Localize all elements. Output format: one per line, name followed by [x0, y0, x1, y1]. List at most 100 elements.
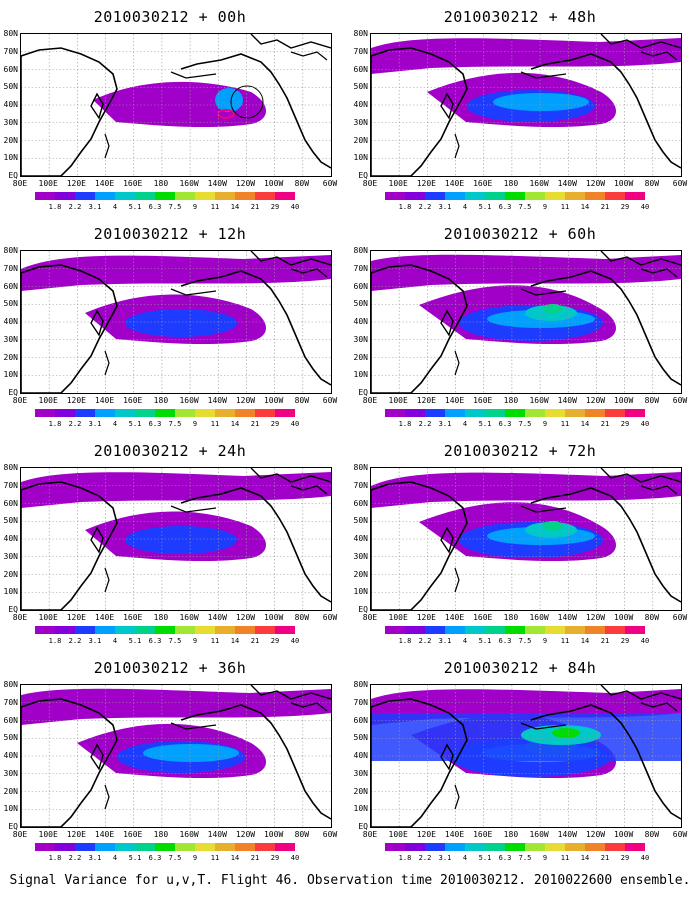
colorbar-swatch [95, 409, 115, 417]
latitude-label: 10N [353, 804, 368, 814]
longitude-label: 120E [416, 613, 436, 622]
colorbar-swatch [195, 626, 215, 634]
longitude-label: 140W [557, 613, 577, 622]
latitude-label: 10N [353, 153, 368, 163]
latitude-label: 40N [3, 317, 18, 326]
colorbar-swatch [155, 192, 175, 200]
colorbar-label: 1.8 [48, 637, 62, 645]
latitude-label: 60N [3, 281, 18, 291]
longitude-label: 60W [672, 830, 688, 839]
latitude-label: 50N [353, 733, 368, 743]
longitude-label: 120E [416, 179, 436, 188]
colorbar-label: 11 [210, 203, 220, 211]
colorbar-label: 11 [560, 637, 570, 645]
map-panel: 2010030212 + 72h 80N 70N 60N 50N 40N 30N 20N 10… [350, 442, 690, 654]
longitude-label: 180 [503, 396, 519, 405]
latitude-label: EQ [358, 822, 368, 831]
longitude-label: 120E [416, 830, 436, 839]
map-panel: 2010030212 + 12h 80N 70N 60N 50N 40N 30N 20N 10… [0, 225, 340, 437]
longitude-label: 140W [207, 396, 227, 405]
colorbar-label: 9 [542, 637, 548, 645]
colorbar-label: 7.5 [168, 420, 182, 428]
colorbar-swatch [625, 843, 645, 851]
colorbar-swatch [485, 843, 505, 851]
latitude-label: 20N [3, 135, 18, 145]
colorbar-label: 7.5 [518, 203, 532, 211]
latitude-label: EQ [8, 388, 18, 397]
longitude-label: 60W [672, 179, 688, 188]
colorbar-swatch [545, 626, 565, 634]
latitude-label: EQ [8, 822, 18, 831]
longitude-label: 180 [503, 830, 519, 839]
longitude-label: 100W [613, 396, 634, 405]
colorbar-label: 11 [560, 203, 570, 211]
latitude-label: 60N [353, 498, 368, 508]
colorbar-swatch [425, 843, 445, 851]
colorbar-swatch [235, 843, 255, 851]
latitude-label: 50N [3, 516, 18, 526]
latitude-label: 60N [3, 498, 18, 508]
colorbar-swatch [385, 626, 405, 634]
colorbar-swatch [235, 626, 255, 634]
colorbar-swatch [545, 192, 565, 200]
latitude-label: EQ [358, 605, 368, 614]
colorbar-swatch [155, 626, 175, 634]
colorbar-label: 3.1 [88, 420, 102, 428]
colorbar-label: 11 [210, 854, 220, 862]
colorbar-swatch [445, 409, 465, 417]
colorbar-swatch [175, 843, 195, 851]
colorbar-swatch [525, 409, 545, 417]
colorbar-swatch [425, 626, 445, 634]
longitude-label: 100E [388, 613, 408, 622]
latitude-label: 50N [3, 299, 18, 309]
latitude-label: 20N [3, 786, 18, 796]
colorbar-swatch [75, 192, 95, 200]
colorbar-label: 5.1 [478, 854, 492, 862]
colorbar-swatch [445, 843, 465, 851]
colorbar-label: 11 [210, 637, 220, 645]
longitude-label: 120W [585, 613, 606, 622]
longitude-label: 100E [388, 396, 408, 405]
colorbar-label: 11 [560, 854, 570, 862]
colorbar-label: 9 [192, 637, 198, 645]
longitude-label: 140E [444, 396, 465, 405]
panel-title: 2010030212 + 24h [93, 442, 247, 460]
panel-title: 2010030212 + 36h [93, 659, 247, 677]
colorbar-swatch [485, 192, 505, 200]
colorbar-swatch [485, 409, 505, 417]
variance-map [20, 684, 332, 828]
colorbar-swatch [75, 409, 95, 417]
colorbar-swatch [195, 192, 215, 200]
colorbar-swatch [195, 409, 215, 417]
colorbar-swatch [115, 626, 135, 634]
latitude-label: 20N [353, 352, 368, 362]
panel-title: 2010030212 + 12h [93, 225, 247, 243]
latitude-label: 50N [353, 516, 368, 526]
longitude-label: 80W [644, 830, 660, 839]
colorbar-label: 6.3 [498, 854, 512, 862]
longitude-label: 160E [473, 613, 493, 622]
colorbar-swatch [565, 192, 585, 200]
colorbar-label: 9 [542, 420, 548, 428]
variance-map [370, 684, 682, 828]
latitude-label: 80N [3, 29, 18, 38]
longitude-label: 100W [613, 830, 634, 839]
colorbar-label: 1.8 [398, 637, 412, 645]
colorbar-swatch [625, 192, 645, 200]
latitude-label: EQ [8, 171, 18, 180]
colorbar-swatch [55, 409, 75, 417]
colorbar-label: 3.1 [438, 637, 452, 645]
colorbar-swatch [525, 192, 545, 200]
colorbar-swatch [55, 192, 75, 200]
colorbar-swatch [405, 192, 425, 200]
colorbar-swatch [115, 843, 135, 851]
colorbar [385, 626, 645, 634]
latitude-label: 10N [3, 587, 18, 597]
variance-map [20, 467, 332, 611]
latitude-label: EQ [8, 605, 18, 614]
colorbar-swatch [255, 843, 275, 851]
longitude-label: 80W [644, 396, 660, 405]
colorbar [35, 626, 295, 634]
colorbar-label: 2.2 [68, 420, 82, 428]
longitude-label: 140W [557, 396, 577, 405]
